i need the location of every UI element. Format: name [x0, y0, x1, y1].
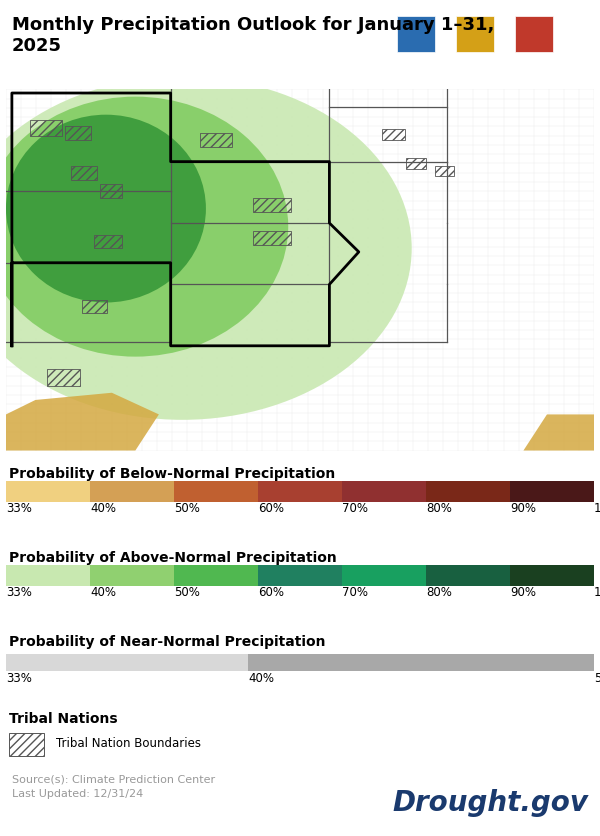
Bar	[510, 565, 594, 586]
Text: 100%: 100%	[594, 502, 600, 515]
Bar	[397, 16, 435, 53]
Text: 100%: 100%	[594, 587, 600, 599]
Bar	[515, 16, 553, 53]
Bar	[248, 654, 594, 671]
Text: 70%: 70%	[342, 502, 368, 515]
Text: 33%: 33%	[6, 502, 32, 515]
Text: Probability of Below-Normal Precipitation: Probability of Below-Normal Precipitatio…	[9, 466, 335, 481]
Ellipse shape	[6, 115, 206, 303]
Bar	[6, 481, 90, 502]
Ellipse shape	[0, 77, 412, 420]
Bar	[510, 481, 594, 502]
Text: 80%: 80%	[426, 587, 452, 599]
Bar	[456, 16, 494, 53]
Text: 50%: 50%	[174, 502, 200, 515]
Bar	[6, 654, 248, 671]
PathPatch shape	[523, 415, 594, 451]
Text: 70%: 70%	[342, 587, 368, 599]
Bar	[258, 565, 342, 586]
Bar	[47, 370, 79, 385]
Bar	[342, 481, 426, 502]
Text: 90%: 90%	[510, 502, 536, 515]
Text: 50%: 50%	[594, 671, 600, 685]
Text: 40%: 40%	[90, 502, 116, 515]
Bar	[90, 565, 174, 586]
Bar	[435, 166, 454, 176]
Bar	[426, 565, 510, 586]
Text: Probability of Above-Normal Precipitation: Probability of Above-Normal Precipitatio…	[9, 551, 337, 565]
Bar	[65, 126, 91, 140]
Bar	[253, 231, 291, 245]
Text: 33%: 33%	[6, 671, 32, 685]
Text: 60%: 60%	[258, 502, 284, 515]
Bar	[82, 300, 107, 314]
Bar	[200, 134, 232, 147]
Bar	[71, 166, 97, 180]
Text: Monthly Precipitation Outlook for January 1–31,
2025: Monthly Precipitation Outlook for Januar…	[12, 16, 494, 55]
Text: Tribal Nation Boundaries: Tribal Nation Boundaries	[56, 737, 201, 751]
Text: 60%: 60%	[258, 587, 284, 599]
Text: 90%: 90%	[510, 587, 536, 599]
Text: Source(s): Climate Prediction Center
Last Updated: 12/31/24: Source(s): Climate Prediction Center Las…	[12, 775, 215, 799]
Text: 40%: 40%	[248, 671, 274, 685]
Bar	[406, 158, 427, 169]
Bar	[253, 198, 291, 212]
Bar	[90, 481, 174, 502]
Bar	[174, 481, 258, 502]
Bar	[94, 235, 122, 248]
Bar	[382, 129, 404, 140]
PathPatch shape	[6, 393, 159, 451]
Text: Probability of Near-Normal Precipitation: Probability of Near-Normal Precipitation	[9, 635, 325, 649]
Bar	[6, 565, 90, 586]
Text: Drought.gov: Drought.gov	[392, 789, 588, 818]
Bar	[174, 565, 258, 586]
Bar	[342, 565, 426, 586]
Text: Tribal Nations: Tribal Nations	[9, 711, 118, 726]
Text: 80%: 80%	[426, 502, 452, 515]
Text: 40%: 40%	[90, 587, 116, 599]
Bar	[29, 120, 62, 136]
Text: 50%: 50%	[174, 587, 200, 599]
Bar	[426, 481, 510, 502]
Text: 33%: 33%	[6, 587, 32, 599]
Bar	[100, 184, 122, 198]
Bar	[258, 481, 342, 502]
Ellipse shape	[0, 97, 288, 357]
Bar	[9, 732, 44, 756]
